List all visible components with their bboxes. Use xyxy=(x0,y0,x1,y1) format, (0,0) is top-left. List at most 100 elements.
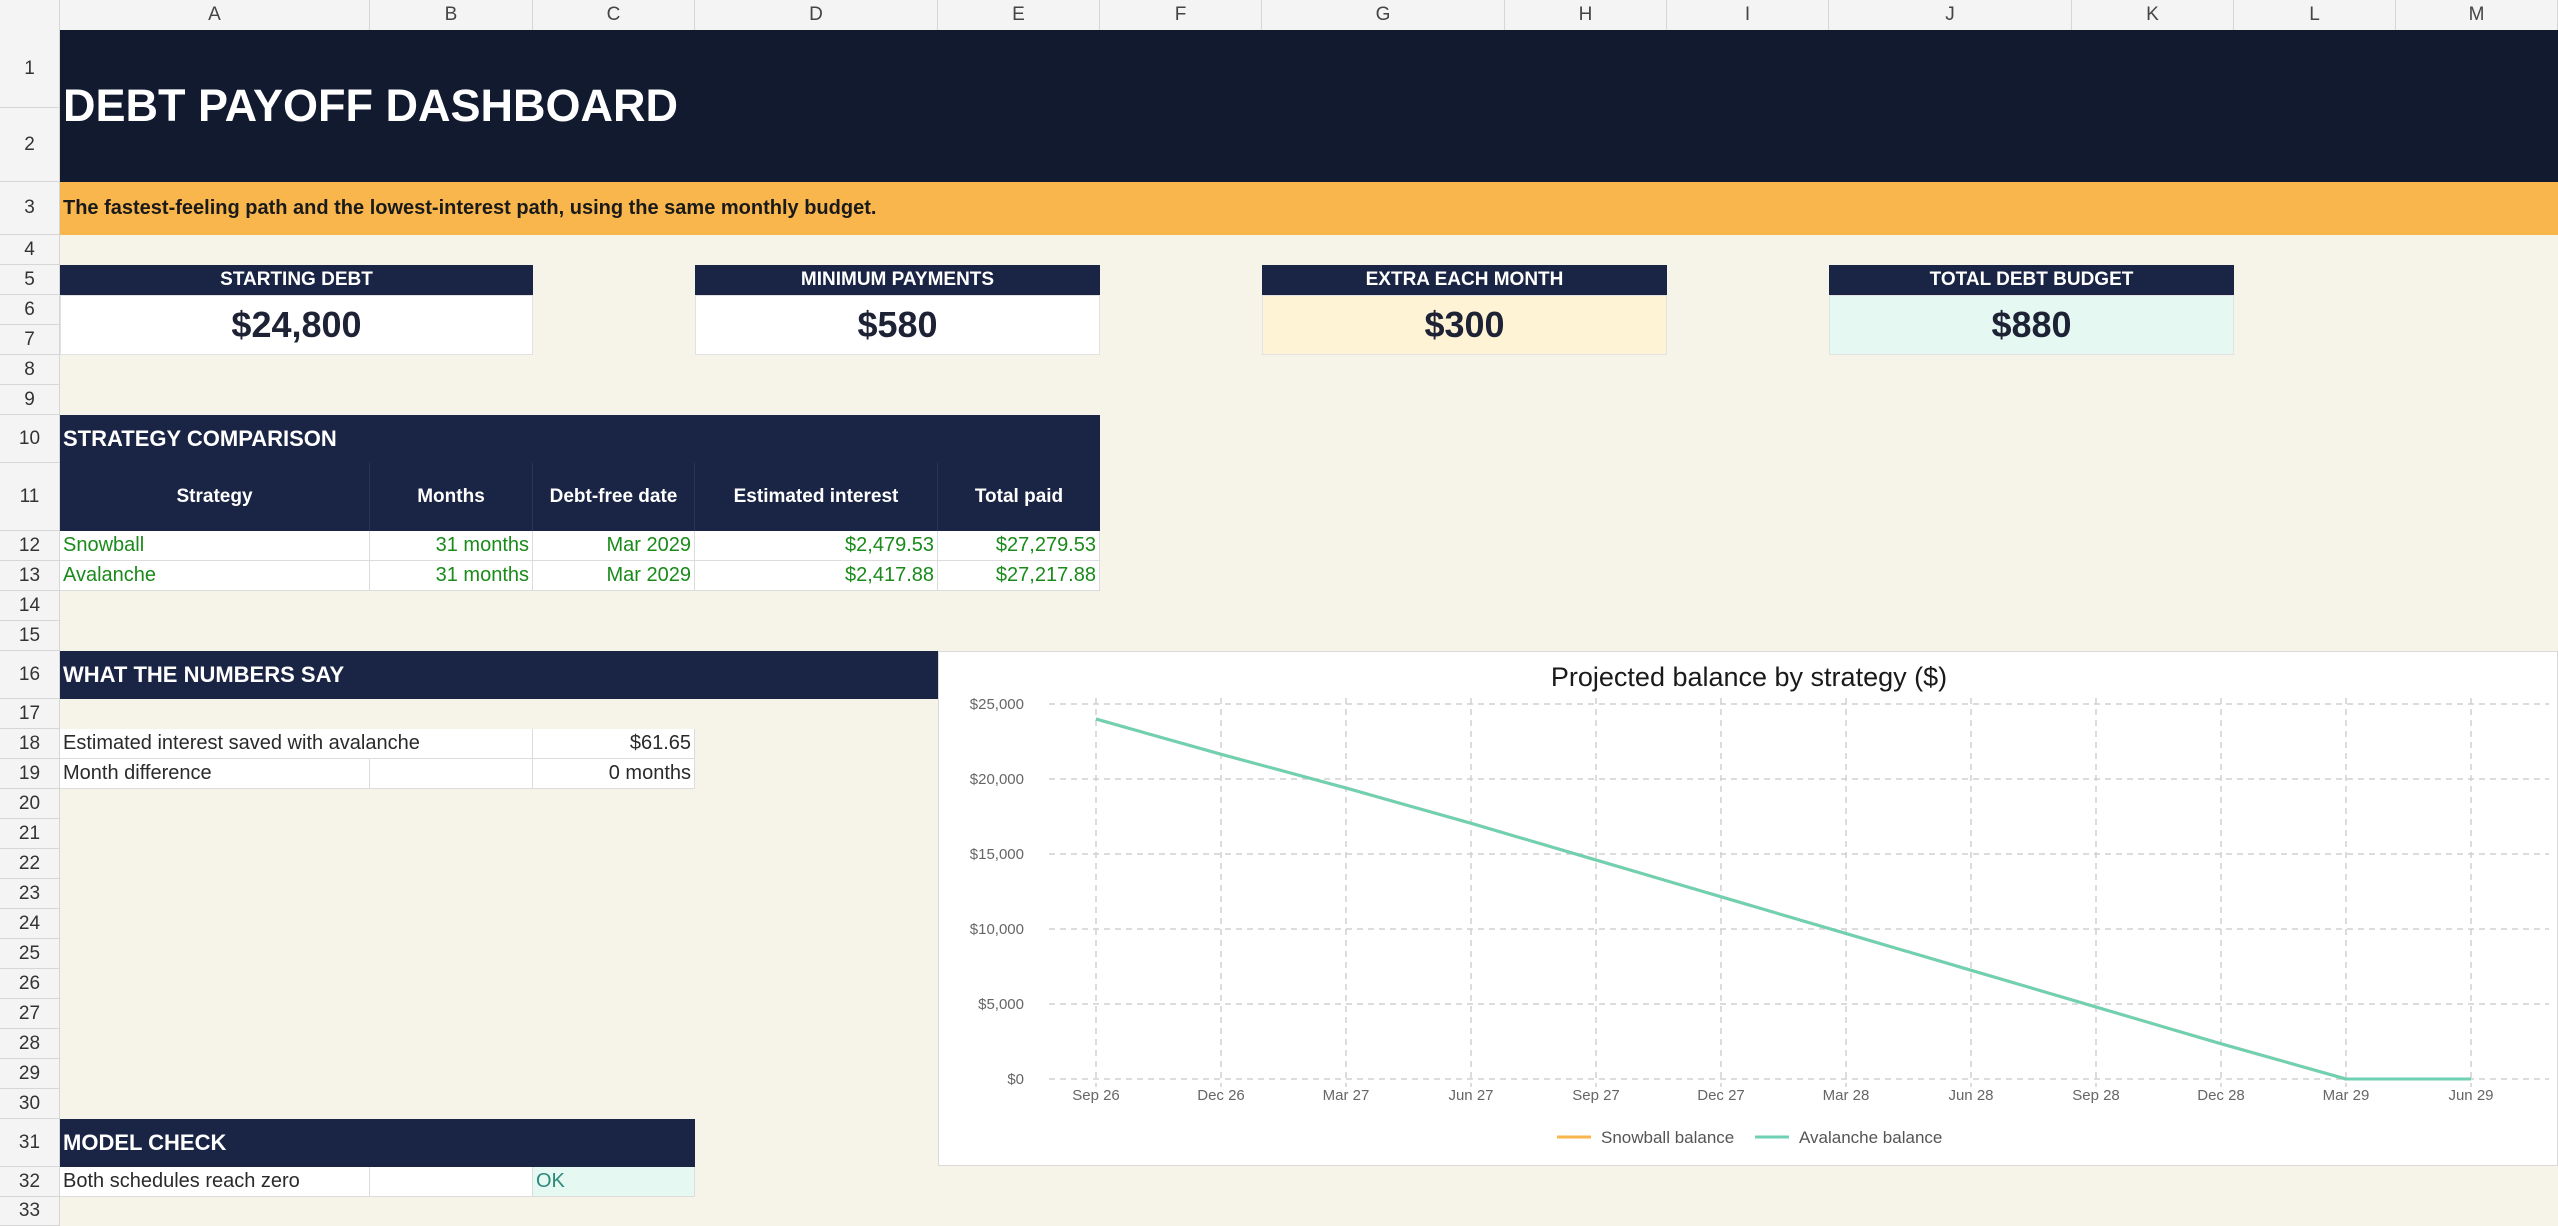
column-header-g[interactable]: G xyxy=(1262,0,1505,30)
column-header-m[interactable]: M xyxy=(2396,0,2558,30)
model-check-label[interactable]: Both schedules reach zero xyxy=(60,1167,370,1197)
row-header-23[interactable]: 23 xyxy=(0,879,60,909)
column-header-bar: A B C D E F G H I J K L M xyxy=(0,0,2558,31)
row-header-22[interactable]: 22 xyxy=(0,849,60,879)
title-band xyxy=(60,30,2558,182)
header-estimated-interest[interactable]: Estimated interest xyxy=(695,463,938,531)
row-header-10[interactable]: 10 xyxy=(0,415,60,463)
column-header-i[interactable]: I xyxy=(1667,0,1829,30)
y-tick-label: $20,000 xyxy=(970,771,1024,788)
month-difference-label[interactable]: Month difference xyxy=(60,759,370,789)
row-header-6[interactable]: 6 xyxy=(0,295,60,325)
balance-chart-svg: Projected balance by strategy ($) $0 $5,0… xyxy=(970,662,2549,1147)
snowball-months-cell[interactable]: 31 months xyxy=(370,531,533,561)
header-strategy[interactable]: Strategy xyxy=(60,463,370,531)
row-header-15[interactable]: 15 xyxy=(0,621,60,651)
series-line-avalanche[interactable] xyxy=(1095,717,2471,1081)
column-header-k[interactable]: K xyxy=(2072,0,2234,30)
row-header-32[interactable]: 32 xyxy=(0,1167,60,1197)
row-header-11[interactable]: 11 xyxy=(0,463,60,531)
row-header-7[interactable]: 7 xyxy=(0,325,60,355)
y-tick-label: $10,000 xyxy=(970,921,1024,938)
row-header-28[interactable]: 28 xyxy=(0,1029,60,1059)
row-header-20[interactable]: 20 xyxy=(0,789,60,819)
chart-title: Projected balance by strategy ($) xyxy=(1551,662,1947,692)
interest-saved-label[interactable]: Estimated interest saved with avalanche xyxy=(60,729,533,759)
column-header-a[interactable]: A xyxy=(60,0,370,30)
row-header-19[interactable]: 19 xyxy=(0,759,60,789)
column-header-j[interactable]: J xyxy=(1829,0,2072,30)
column-header-c[interactable]: C xyxy=(533,0,695,30)
row-header-1[interactable]: 1 xyxy=(0,30,60,108)
row-header-21[interactable]: 21 xyxy=(0,819,60,849)
kpi-extra-each-month-value[interactable]: $300 xyxy=(1262,295,1667,355)
legend-label-avalanche[interactable]: Avalanche balance xyxy=(1799,1128,1942,1147)
row-header-30[interactable]: 30 xyxy=(0,1089,60,1119)
avalanche-date-cell[interactable]: Mar 2029 xyxy=(533,561,695,591)
x-tick-label: Mar 29 xyxy=(2323,1087,2370,1104)
row-header-33[interactable]: 33 xyxy=(0,1197,60,1226)
model-check-status[interactable]: OK xyxy=(533,1167,695,1197)
column-header-f[interactable]: F xyxy=(1100,0,1262,30)
what-numbers-say-heading: WHAT THE NUMBERS SAY xyxy=(60,651,938,699)
header-months[interactable]: Months xyxy=(370,463,533,531)
series-line-snowball[interactable] xyxy=(1095,717,2471,1081)
row-header-18[interactable]: 18 xyxy=(0,729,60,759)
y-tick-label: $25,000 xyxy=(970,696,1024,713)
row-header-8[interactable]: 8 xyxy=(0,355,60,385)
kpi-starting-debt-value[interactable]: $24,800 xyxy=(60,295,533,355)
kpi-total-debt-budget-value[interactable]: $880 xyxy=(1829,295,2234,355)
kpi-total-debt-budget-label: TOTAL DEBT BUDGET xyxy=(1829,265,2234,295)
row-header-16[interactable]: 16 xyxy=(0,651,60,699)
column-header-h[interactable]: H xyxy=(1505,0,1667,30)
row-header-13[interactable]: 13 xyxy=(0,561,60,591)
snowball-interest-cell[interactable]: $2,479.53 xyxy=(695,531,938,561)
row-header-26[interactable]: 26 xyxy=(0,969,60,999)
select-all-corner[interactable] xyxy=(0,0,60,30)
header-total-paid[interactable]: Total paid xyxy=(938,463,1100,531)
chart-legend[interactable]: Snowball balance Avalanche balance xyxy=(1557,1128,1942,1147)
avalanche-interest-cell[interactable]: $2,417.88 xyxy=(695,561,938,591)
column-header-l[interactable]: L xyxy=(2234,0,2396,30)
snowball-total-cell[interactable]: $27,279.53 xyxy=(938,531,1100,561)
model-check-heading: MODEL CHECK xyxy=(60,1119,695,1167)
avalanche-total-cell[interactable]: $27,217.88 xyxy=(938,561,1100,591)
avalanche-months-cell[interactable]: 31 months xyxy=(370,561,533,591)
chart-y-ticks: $0 $5,000 $10,000 $15,000 $20,000 $25,000 xyxy=(970,696,1024,1088)
snowball-date-cell[interactable]: Mar 2029 xyxy=(533,531,695,561)
y-tick-label: $15,000 xyxy=(970,846,1024,863)
column-header-e[interactable]: E xyxy=(938,0,1100,30)
month-difference-empty-cell[interactable] xyxy=(370,759,533,789)
row-header-27[interactable]: 27 xyxy=(0,999,60,1029)
chart-x-ticks: Sep 26 Dec 26 Mar 27 Jun 27 Sep 27 Dec 27 Mar … xyxy=(1072,1087,2493,1104)
legend-label-snowball[interactable]: Snowball balance xyxy=(1601,1128,1734,1147)
row-header-24[interactable]: 24 xyxy=(0,909,60,939)
row-header-2[interactable]: 2 xyxy=(0,108,60,182)
kpi-starting-debt-label: STARTING DEBT xyxy=(60,265,533,295)
page-subtitle: The fastest-feeling path and the lowest-… xyxy=(60,182,2558,235)
x-tick-label: Dec 28 xyxy=(2197,1087,2245,1104)
column-header-d[interactable]: D xyxy=(695,0,938,30)
row-header-5[interactable]: 5 xyxy=(0,265,60,295)
month-difference-value[interactable]: 0 months xyxy=(533,759,695,789)
interest-saved-value[interactable]: $61.65 xyxy=(533,729,695,759)
balance-chart[interactable]: Projected balance by strategy ($) $0 $5,0… xyxy=(938,651,2558,1166)
row-header-29[interactable]: 29 xyxy=(0,1059,60,1089)
page-title: DEBT PAYOFF DASHBOARD xyxy=(63,80,679,131)
row-header-12[interactable]: 12 xyxy=(0,531,60,561)
row-header-3[interactable]: 3 xyxy=(0,182,60,235)
kpi-minimum-payments-value[interactable]: $580 xyxy=(695,295,1100,355)
row-header-31[interactable]: 31 xyxy=(0,1119,60,1167)
row-header-17[interactable]: 17 xyxy=(0,699,60,729)
column-header-b[interactable]: B xyxy=(370,0,533,30)
row-header-14[interactable]: 14 xyxy=(0,591,60,621)
header-debt-free-date[interactable]: Debt-free date xyxy=(533,463,695,531)
row-header-9[interactable]: 9 xyxy=(0,385,60,415)
model-check-empty-cell[interactable] xyxy=(370,1167,533,1197)
avalanche-strategy-cell[interactable]: Avalanche xyxy=(60,561,370,591)
x-tick-label: Sep 26 xyxy=(1072,1087,1120,1104)
row-header-25[interactable]: 25 xyxy=(0,939,60,969)
x-tick-label: Mar 27 xyxy=(1323,1087,1370,1104)
row-header-4[interactable]: 4 xyxy=(0,235,60,265)
snowball-strategy-cell[interactable]: Snowball xyxy=(60,531,370,561)
